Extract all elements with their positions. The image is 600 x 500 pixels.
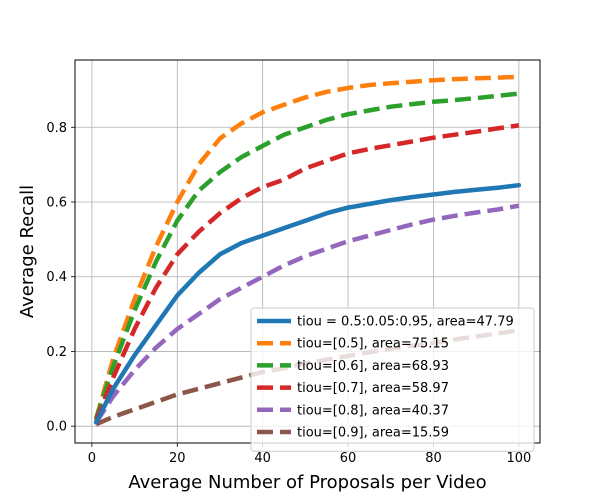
y-axis-label: Average Recall — [17, 185, 38, 318]
legend-label: tiou=[0.8], area=40.37 — [297, 403, 449, 418]
legend-label: tiou=[0.6], area=68.93 — [297, 359, 449, 374]
legend: tiou = 0.5:0.05:0.95, area=47.79 tiou=[0.… — [250, 307, 535, 452]
y-tick-label: 0.0 — [46, 420, 67, 435]
series-line — [93, 91, 520, 420]
legend-box — [250, 307, 535, 452]
y-tick-label: 0.2 — [46, 345, 67, 360]
x-tick-label: 100 — [506, 451, 531, 466]
x-tick-label: 80 — [425, 451, 442, 466]
y-tick-label: 0.4 — [46, 270, 67, 285]
y-tick-label: 0.6 — [46, 195, 67, 210]
series-line — [93, 182, 522, 425]
y-tick-label: 0.8 — [46, 121, 67, 136]
x-tick-label: 20 — [169, 451, 186, 466]
x-tick-label: 0 — [88, 451, 96, 466]
y-axis: 0.0 0.2 0.4 0.6 0.8 — [46, 121, 75, 435]
x-axis: 0 20 40 60 80 100 — [88, 443, 531, 466]
x-tick-label: 40 — [254, 451, 271, 466]
legend-label: tiou=[0.7], area=58.97 — [297, 381, 449, 396]
legend-label: tiou=[0.5], area=75.15 — [297, 337, 449, 352]
series-line — [94, 203, 520, 424]
x-axis-label: Average Number of Proposals per Video — [128, 472, 486, 493]
legend-label: tiou=[0.9], area=15.59 — [297, 426, 449, 441]
series-line — [94, 123, 520, 422]
series-line — [93, 74, 519, 420]
x-tick-label: 60 — [340, 451, 357, 466]
legend-label: tiou = 0.5:0.05:0.95, area=47.79 — [297, 315, 514, 330]
